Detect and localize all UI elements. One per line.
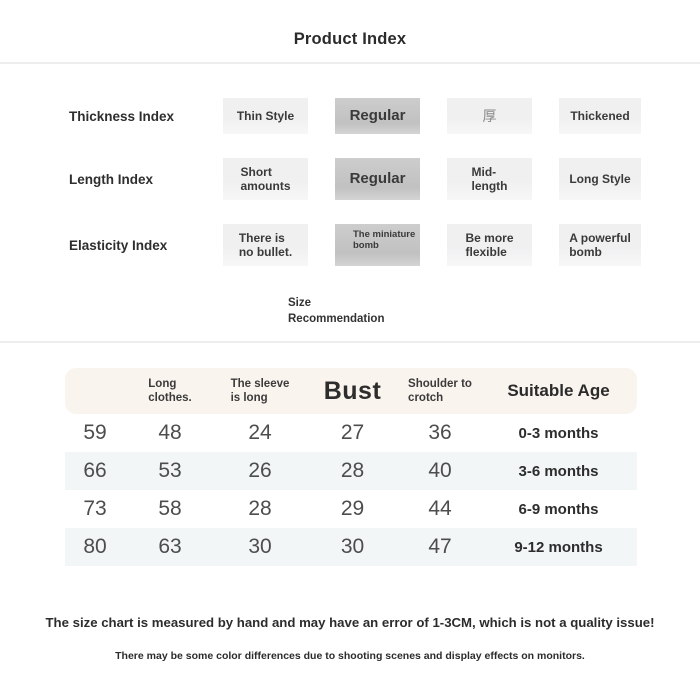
cell-shoulder-crotch: 40 <box>428 459 452 482</box>
elasticity-option-miniature-bomb-selected: The miniature bomb <box>335 224 420 266</box>
cell-long-clothes: 48 <box>158 421 182 444</box>
cell-length: 80 <box>83 535 107 558</box>
thickness-option-thick-cjk: 厚 <box>447 98 532 134</box>
cell-long-clothes: 58 <box>158 497 182 520</box>
cell-sleeve: 28 <box>248 497 272 520</box>
length-option-regular-selected: Regular <box>335 158 420 200</box>
size-table: Long clothes. The sleeve is long Bust Sh… <box>65 368 637 566</box>
cell-length: 66 <box>83 459 107 482</box>
divider-mid <box>0 341 700 343</box>
table-row: 80 63 30 30 47 9-12 months <box>65 528 637 566</box>
header-shoulder-to-crotch: Shoulder to crotch <box>408 377 472 404</box>
cell-suitable-age: 6-9 months <box>518 500 599 518</box>
cell-bust: 30 <box>340 535 365 558</box>
length-option-mid-length: Mid- length <box>447 158 532 200</box>
thickness-index-label: Thickness Index <box>69 108 175 124</box>
cell-sleeve: 30 <box>248 535 272 558</box>
table-row: 73 58 28 29 44 6-9 months <box>65 490 637 528</box>
cell-long-clothes: 63 <box>158 535 182 558</box>
length-index-row: Length Index Short amounts Regular Mid- … <box>65 158 641 200</box>
elasticity-option-powerful-bomb: A powerful bomb <box>559 224 641 266</box>
cell-bust: 29 <box>340 497 365 520</box>
thickness-index-row: Thickness Index Thin Style Regular 厚 Thi… <box>65 98 641 134</box>
cell-bust: 28 <box>340 459 365 482</box>
cell-length: 59 <box>83 421 107 444</box>
measurement-disclaimer: The size chart is measured by hand and m… <box>45 615 655 630</box>
header-blank <box>65 368 125 414</box>
header-sleeve-length: The sleeve is long <box>230 377 290 404</box>
cell-shoulder-crotch: 47 <box>428 535 452 558</box>
size-table-header-row: Long clothes. The sleeve is long Bust Sh… <box>65 368 637 414</box>
header-suitable-age: Suitable Age <box>507 381 610 400</box>
cell-bust: 27 <box>340 421 365 444</box>
table-row: 59 48 24 27 36 0-3 months <box>65 414 637 452</box>
elasticity-index-label: Elasticity Index <box>69 237 168 253</box>
color-difference-disclaimer: There may be some color differences due … <box>115 650 585 662</box>
elasticity-option-be-more-flexible: Be more flexible <box>447 224 532 266</box>
cell-length: 73 <box>83 497 107 520</box>
length-option-long-style: Long Style <box>559 158 641 200</box>
cell-sleeve: 24 <box>248 421 272 444</box>
thickness-option-thin-style: Thin Style <box>223 98 308 134</box>
header-long-clothes: Long clothes. <box>148 377 192 404</box>
header-bust: Bust <box>323 376 382 405</box>
elasticity-index-row: Elasticity Index There is no bullet. The… <box>65 224 641 266</box>
table-row: 66 53 26 28 40 3-6 months <box>65 452 637 490</box>
size-recommendation-heading: Size Recommendation <box>288 297 385 325</box>
cell-shoulder-crotch: 36 <box>428 421 452 444</box>
length-index-label: Length Index <box>69 171 153 187</box>
cell-shoulder-crotch: 44 <box>428 497 452 520</box>
thickness-option-regular-selected: Regular <box>335 98 420 134</box>
cell-suitable-age: 0-3 months <box>518 424 599 442</box>
divider-top <box>0 62 700 64</box>
length-option-short-amounts: Short amounts <box>223 158 308 200</box>
thickness-option-thickened: Thickened <box>559 98 641 134</box>
cell-suitable-age: 9-12 months <box>514 538 603 556</box>
page-title: Product Index <box>293 30 407 48</box>
cell-long-clothes: 53 <box>158 459 182 482</box>
cell-suitable-age: 3-6 months <box>518 462 599 480</box>
cell-sleeve: 26 <box>248 459 272 482</box>
elasticity-option-no-bullet: There is no bullet. <box>223 224 308 266</box>
